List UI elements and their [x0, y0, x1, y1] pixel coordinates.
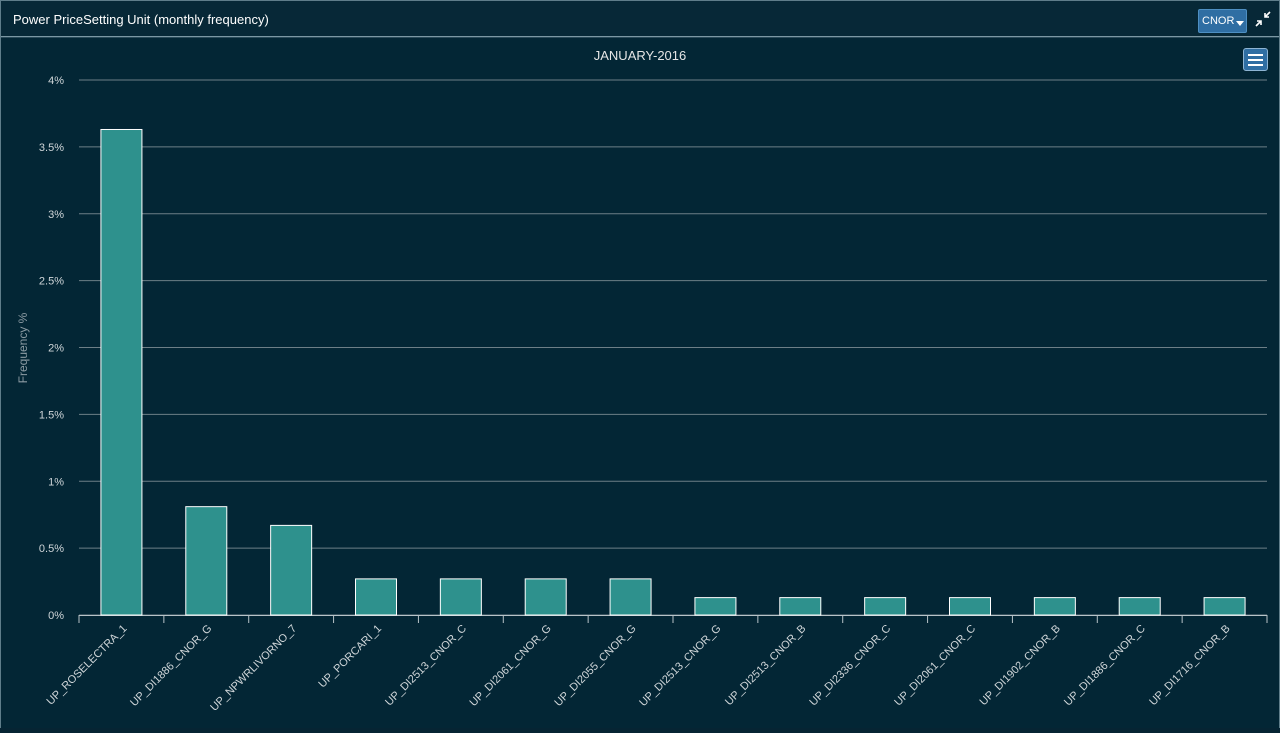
bar: [1203, 597, 1246, 616]
region-select[interactable]: CNOR: [1198, 9, 1247, 33]
hamburger-menu-icon[interactable]: [1243, 48, 1268, 71]
bar: [1033, 597, 1076, 616]
bar: [185, 506, 228, 616]
y-tick-label: 4%: [48, 75, 64, 87]
bar: [609, 578, 652, 616]
chart-title: JANUARY-2016: [594, 48, 687, 63]
bar: [864, 597, 907, 616]
x-tick-label: UP_DI2513_CNOR_B: [723, 623, 808, 708]
bar: [779, 597, 822, 616]
region-select-value: CNOR: [1202, 15, 1235, 27]
x-tick-label: UP_DI1886_CNOR_C: [1062, 623, 1148, 709]
y-tick-label: 3%: [48, 209, 64, 221]
panel-header: Power PriceSetting Unit (monthly frequen…: [1, 1, 1279, 37]
chevron-down-icon: [1236, 21, 1244, 26]
bar: [355, 578, 397, 616]
x-tick-label: UP_NPWRLIVORNO_7: [208, 623, 299, 714]
x-tick-label: UP_DI2513_CNOR_C: [383, 623, 469, 709]
y-tick-label: 1%: [48, 476, 64, 488]
y-tick-label: 0.5%: [39, 543, 64, 555]
x-tick-label: UP_DI1716_CNOR_B: [1147, 623, 1232, 708]
x-tick-label: UP_DI1886_CNOR_G: [128, 623, 214, 709]
y-tick-label: 3.5%: [39, 142, 64, 154]
panel-title: Power PriceSetting Unit (monthly frequen…: [13, 12, 269, 27]
x-tick-label: UP_DI2055_CNOR_G: [552, 623, 638, 709]
chart-area: JANUARY-2016 Frequency % 0% 0.5% 1% 1.5% 2% 2.5…: [1, 37, 1279, 728]
collapse-arrows-icon[interactable]: [1255, 11, 1271, 27]
y-tick-label: 0%: [48, 610, 64, 622]
y-axis-label: Frequency %: [16, 312, 30, 383]
x-tick-label: UP_ROSELECTRA_1: [45, 623, 130, 708]
bar: [694, 597, 737, 616]
bar: [1118, 597, 1161, 616]
x-tick-label: UP_DI2513_CNOR_G: [637, 623, 723, 709]
bar-chart: JANUARY-2016 Frequency % 0% 0.5% 1% 1.5% 2% 2.5…: [16, 48, 1268, 714]
bar: [949, 597, 991, 616]
y-tick-label: 2%: [48, 343, 64, 355]
bar: [100, 128, 143, 616]
y-tick-label: 1.5%: [39, 409, 64, 421]
bar: [524, 578, 567, 616]
y-tick-label: 2.5%: [39, 276, 64, 288]
x-tick-label: UP_DI2061_CNOR_G: [468, 623, 554, 709]
x-tick-label: UP_PORCARI_1: [316, 623, 384, 691]
x-tick-label: UP_DI2336_CNOR_C: [807, 623, 893, 709]
x-tick-label: UP_DI1902_CNOR_B: [978, 623, 1063, 708]
bar: [270, 524, 313, 616]
bar: [439, 578, 482, 616]
x-tick-label: UP_DI2061_CNOR_C: [892, 623, 978, 709]
